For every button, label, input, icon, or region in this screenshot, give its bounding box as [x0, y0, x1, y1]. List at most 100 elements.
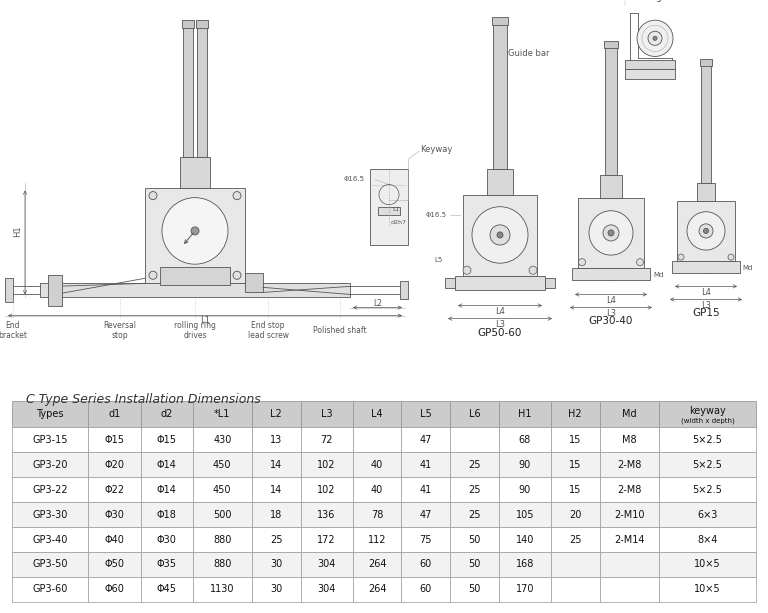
Text: 15: 15	[569, 435, 581, 445]
Text: d1: d1	[108, 409, 121, 419]
Bar	[252, 502, 300, 527]
Text: End
bracket: End bracket	[0, 321, 28, 340]
Text: 172: 172	[317, 535, 336, 544]
Text: GP3-22: GP3-22	[32, 485, 68, 495]
Bar	[193, 527, 252, 552]
Bar	[450, 502, 498, 527]
Circle shape	[463, 266, 471, 274]
Circle shape	[603, 225, 619, 241]
Bar	[498, 577, 551, 602]
Bar	[605, 44, 617, 175]
Text: Φ18: Φ18	[157, 509, 177, 520]
Text: 68: 68	[518, 435, 531, 445]
Text: Φ35: Φ35	[157, 560, 177, 569]
Bar	[141, 552, 193, 577]
Text: 78: 78	[371, 509, 383, 520]
Text: 90: 90	[518, 485, 531, 495]
Text: GP3-20: GP3-20	[32, 460, 68, 470]
Bar	[193, 402, 252, 427]
Bar	[141, 502, 193, 527]
Bar	[160, 267, 230, 286]
Text: 102: 102	[317, 460, 336, 470]
Text: Φ15: Φ15	[104, 435, 124, 445]
Text: (width x depth): (width x depth)	[680, 417, 734, 424]
Text: L4: L4	[371, 409, 383, 419]
Text: 60: 60	[419, 560, 432, 569]
Text: 25: 25	[468, 485, 481, 495]
Text: 25: 25	[569, 535, 581, 544]
Bar	[353, 452, 402, 477]
Text: 18: 18	[270, 509, 283, 520]
Bar	[12, 452, 88, 477]
Text: H1: H1	[518, 409, 531, 419]
Circle shape	[149, 192, 157, 200]
Bar	[402, 577, 450, 602]
Text: 112: 112	[368, 535, 386, 544]
Bar	[252, 402, 300, 427]
Bar	[88, 577, 141, 602]
Text: Φ14: Φ14	[157, 485, 177, 495]
Bar	[193, 552, 252, 577]
Circle shape	[589, 211, 633, 255]
Text: 304: 304	[317, 584, 336, 595]
Bar	[180, 158, 210, 188]
Text: 168: 168	[515, 560, 534, 569]
Text: Φ45: Φ45	[157, 584, 177, 595]
Bar	[300, 452, 353, 477]
Text: 14: 14	[270, 485, 283, 495]
Bar	[141, 577, 193, 602]
Text: GP15: GP15	[692, 308, 720, 318]
Bar	[625, 69, 675, 78]
Bar	[659, 577, 756, 602]
Bar	[604, 41, 618, 48]
Bar	[402, 452, 450, 477]
Bar	[370, 169, 408, 245]
Bar	[572, 268, 650, 280]
Text: 40: 40	[371, 460, 383, 470]
Text: GP3-30: GP3-30	[32, 509, 68, 520]
Bar	[141, 527, 193, 552]
Bar	[197, 26, 207, 158]
Bar	[252, 427, 300, 452]
Bar	[450, 427, 498, 452]
Bar	[498, 552, 551, 577]
Bar	[659, 552, 756, 577]
Bar	[600, 427, 659, 452]
Text: GP50-60: GP50-60	[478, 328, 522, 338]
Text: 40: 40	[371, 485, 383, 495]
Text: L5: L5	[420, 409, 432, 419]
Text: Φ20: Φ20	[104, 460, 124, 470]
Text: L5: L5	[435, 257, 443, 263]
Bar	[245, 273, 263, 292]
Circle shape	[529, 266, 537, 274]
Text: 41: 41	[419, 485, 432, 495]
Text: Φ30: Φ30	[157, 535, 177, 544]
Bar	[300, 527, 353, 552]
Bar	[659, 452, 756, 477]
Bar	[300, 427, 353, 452]
Text: L4: L4	[606, 296, 616, 305]
Text: Φ50: Φ50	[104, 560, 124, 569]
Bar	[193, 452, 252, 477]
Text: 25: 25	[468, 509, 481, 520]
Bar	[498, 527, 551, 552]
Bar	[252, 577, 300, 602]
Bar	[252, 452, 300, 477]
Text: 304: 304	[317, 560, 336, 569]
Polygon shape	[582, 268, 640, 280]
Bar	[353, 502, 402, 527]
Bar	[493, 23, 507, 169]
Bar	[88, 452, 141, 477]
Bar	[300, 402, 353, 427]
Text: C Type Series Installation Dimensions: C Type Series Installation Dimensions	[26, 393, 260, 406]
Bar	[182, 20, 194, 28]
Text: GP3-15: GP3-15	[32, 435, 68, 445]
Text: 15: 15	[569, 460, 581, 470]
Text: L3: L3	[701, 301, 711, 310]
Bar	[300, 552, 353, 577]
Bar	[498, 477, 551, 502]
Bar	[498, 452, 551, 477]
Text: 72: 72	[320, 435, 333, 445]
Text: Keyway: Keyway	[420, 145, 452, 154]
Bar	[551, 402, 600, 427]
